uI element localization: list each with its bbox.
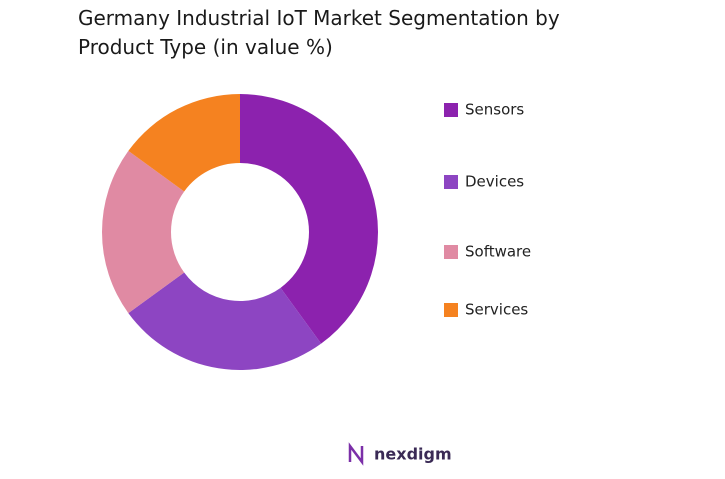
legend-swatch — [444, 303, 458, 317]
legend-swatch — [444, 175, 458, 189]
donut-slice — [240, 94, 378, 344]
logo: nexdigm — [348, 442, 452, 466]
legend-swatch — [444, 245, 458, 259]
legend-label: Software — [465, 243, 531, 261]
donut-slice — [101, 150, 185, 314]
chart-title: Germany Industrial IoT Market Segmentati… — [78, 6, 560, 59]
legend-swatch — [444, 103, 458, 117]
legend-label: Devices — [465, 173, 524, 191]
donut-slice — [128, 94, 240, 192]
donut-slice — [128, 272, 322, 370]
legend-label: Sensors — [465, 101, 524, 119]
legend-label: Services — [465, 301, 528, 319]
logo-icon — [348, 442, 364, 466]
logo-text: nexdigm — [374, 445, 452, 464]
